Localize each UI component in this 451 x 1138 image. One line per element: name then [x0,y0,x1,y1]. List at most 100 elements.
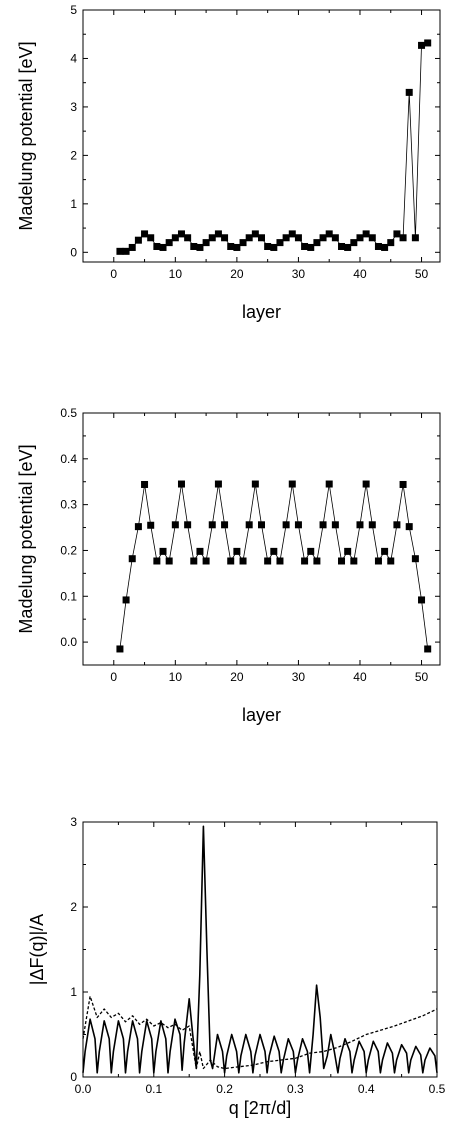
y-tick-label: 0 [70,1070,77,1084]
data-point [338,242,346,250]
data-point [196,547,204,555]
data-point [331,234,339,242]
data-point [276,239,284,247]
data-point [202,557,210,565]
x-tick-label: 10 [169,267,183,281]
data-point [233,547,241,555]
data-point [214,480,222,488]
data-point [405,523,413,531]
data-point [159,547,167,555]
data-point [128,555,136,563]
y-tick-label: 0.1 [60,589,77,603]
data-point [301,242,309,250]
data-point [258,234,265,242]
data-point [313,557,321,565]
data-point [153,557,161,565]
data-point [227,242,235,250]
data-point [184,521,192,529]
y-tick-label: 0.2 [60,543,77,557]
data-point [264,557,272,565]
series-line-1 [119,483,429,650]
data-point [331,521,339,529]
x-tick-label: 50 [415,267,429,281]
data-point [165,239,173,247]
data-point [227,557,235,565]
data-point [282,234,290,242]
data-point [116,247,124,255]
y-tick-label: 0.0 [60,635,77,649]
data-point [424,39,432,47]
data-point [288,230,296,238]
data-point [418,596,426,604]
data-point [356,234,364,242]
y-tick-label: 0.5 [60,406,77,420]
data-point [344,243,352,251]
x-tick-label: 0 [110,267,117,281]
data-point [153,242,161,250]
data-point [282,521,290,529]
x-tick-label: 0.4 [358,1082,375,1096]
data-point [177,230,185,238]
data-point [411,555,419,563]
data-point [147,521,155,529]
data-point [276,557,284,565]
data-point [307,243,315,251]
chart-1: 0 10 20 30 40 50 0 1 2 3 4 5 layer Madelung potential… [16,3,441,322]
data-point [141,480,149,488]
x-tick-label: 0.0 [75,1082,92,1096]
data-point [122,596,130,604]
x-tick-label: 10 [169,670,183,684]
data-point [190,242,198,250]
data-point [325,230,333,238]
data-point [184,234,192,242]
x-axis-label: layer [242,705,281,725]
x-tick-label: 20 [230,670,244,684]
y-tick-label: 0.3 [60,498,77,512]
plot-frame [82,412,441,666]
data-point [270,243,278,251]
data-point [344,547,352,555]
data-point [171,234,179,242]
data-point [387,557,395,565]
data-point [288,480,296,488]
x-tick-label: 30 [292,267,306,281]
data-point [374,557,382,565]
x-tick-label: 0.5 [429,1082,446,1096]
y-tick-label: 2 [70,148,77,162]
y-axis-label: Madelung potential [eV] [16,41,36,230]
y-tick-label: 2 [70,900,77,914]
data-point [214,230,222,238]
data-point [418,41,426,49]
x-axis-label: layer [242,302,281,322]
x-axis-label: q [2π/d] [229,1098,291,1118]
x-tick-label: 30 [292,670,306,684]
data-point [196,243,204,251]
series-line-2 [82,995,438,1070]
data-point [141,230,149,238]
data-point [208,521,216,529]
data-point [116,645,124,653]
x-tick-label: 40 [353,267,367,281]
data-point [251,480,259,488]
data-point [368,234,376,242]
data-point [301,557,309,565]
data-point [411,234,419,242]
data-point [245,521,253,529]
data-point [325,480,333,488]
data-point [319,234,327,242]
data-point [122,247,130,255]
data-point [165,557,173,565]
y-tick-label: 1 [70,985,77,999]
x-tick-label: 40 [353,670,367,684]
data-point [245,234,253,242]
series-line-1 [119,42,428,252]
data-point [294,234,302,242]
data-point [270,547,278,555]
chart-3: 0.0 0.1 0.2 0.3 0.4 0.5 0 1 2 3 q [2π/d] |ΔF(q)|/A [27,815,446,1118]
series-line-1 [82,825,438,1074]
data-point [424,645,432,653]
data-point [239,557,247,565]
data-point [399,234,407,242]
data-point [381,547,389,555]
